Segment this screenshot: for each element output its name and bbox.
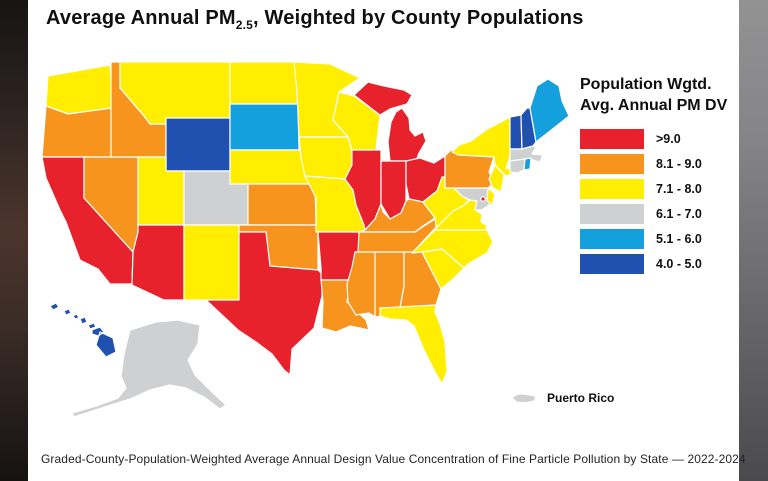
legend-label: 6.1 - 7.0	[656, 207, 702, 221]
legend-row: 6.1 - 7.0	[580, 204, 740, 224]
legend-swatch	[580, 229, 644, 249]
us-choropleth-map	[41, 62, 570, 418]
legend-row: 5.1 - 6.0	[580, 229, 740, 249]
legend-swatch	[580, 154, 644, 174]
state-oregon	[41, 105, 115, 158]
legend-swatch	[580, 179, 644, 199]
legend-label: >9.0	[656, 132, 681, 146]
state-hawaii	[49, 302, 117, 358]
puerto-rico-shape	[513, 394, 535, 403]
legend-label: 8.1 - 9.0	[656, 157, 702, 171]
title-suffix: , Weighted by County Populations	[253, 7, 584, 29]
legend-row: >9.0	[580, 129, 740, 149]
state-kentucky	[359, 198, 436, 233]
puerto-rico-shape-icon	[513, 394, 535, 403]
legend-items: >9.0 8.1 - 9.0 7.1 - 8.0 6.1 - 7.0 5.1 - 6.0…	[580, 129, 740, 274]
state-texas	[205, 231, 323, 376]
right-letterbox-strip	[739, 0, 768, 481]
chart-card: Average Annual PM2.5, Weighted by County…	[28, 0, 746, 481]
puerto-rico-legend: Puerto Rico	[511, 391, 614, 405]
state-washington	[45, 64, 114, 115]
page-title: Average Annual PM2.5, Weighted by County…	[46, 7, 584, 32]
title-prefix: Average Annual	[46, 7, 206, 29]
state-kansas	[247, 183, 317, 226]
legend-label: 7.1 - 8.0	[656, 182, 702, 196]
state-vermont	[509, 114, 523, 150]
legend-title-line1: Population Wgtd.	[580, 76, 712, 93]
legend-label: 4.0 - 5.0	[656, 257, 702, 271]
legend-title-line2: Avg. Annual PM DV	[580, 97, 728, 114]
state-maine	[529, 78, 570, 143]
legend-row: 7.1 - 8.0	[580, 179, 740, 199]
legend: Population Wgtd. Avg. Annual PM DV >9.0 8…	[580, 74, 740, 274]
legend-row: 4.0 - 5.0	[580, 254, 740, 274]
state-delaware	[486, 187, 496, 207]
state-district-of-columbia	[480, 196, 486, 202]
legend-swatch	[580, 129, 644, 149]
state-florida	[379, 304, 448, 385]
state-nebraska	[229, 149, 310, 185]
state-wyoming	[165, 117, 231, 172]
legend-swatch	[580, 254, 644, 274]
puerto-rico-label: Puerto Rico	[547, 391, 615, 405]
title-pm-subscript: 2.5	[235, 18, 254, 32]
state-michigan	[353, 81, 427, 162]
state-south-dakota	[229, 103, 300, 151]
state-alaska	[71, 319, 227, 418]
us-map-container	[38, 62, 578, 438]
state-new-mexico	[183, 224, 240, 301]
legend-title: Population Wgtd. Avg. Annual PM DV	[580, 74, 740, 116]
legend-label: 5.1 - 6.0	[656, 232, 702, 246]
state-north-carolina	[411, 229, 494, 269]
state-north-dakota	[229, 62, 299, 105]
state-iowa	[298, 136, 353, 180]
legend-row: 8.1 - 9.0	[580, 154, 740, 174]
left-letterbox-strip	[0, 0, 28, 481]
source-caption: Graded-County-Population-Weighted Averag…	[41, 452, 746, 466]
state-connecticut	[509, 158, 526, 174]
title-pm: PM	[205, 7, 236, 29]
state-arizona	[131, 224, 185, 301]
legend-swatch	[580, 204, 644, 224]
state-rhode-island	[523, 157, 532, 171]
